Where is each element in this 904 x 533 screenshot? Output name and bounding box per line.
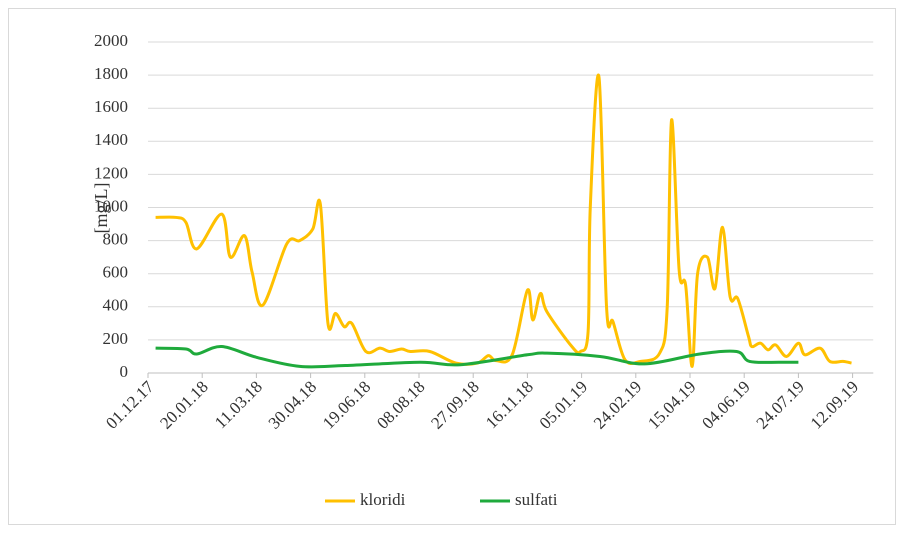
chart-frame: [8, 8, 896, 525]
legend-label: sulfati: [515, 490, 558, 509]
y-tick-label: 1600: [94, 97, 128, 116]
y-tick-label: 600: [103, 263, 129, 282]
line-series: [155, 345, 799, 369]
y-tick-label: 1200: [94, 163, 128, 182]
y-tick-label: 0: [120, 362, 129, 381]
legend: kloridi sulfati: [325, 490, 558, 509]
y-tick-label: 800: [103, 230, 129, 249]
y-tick-label: 1000: [94, 196, 128, 215]
y-tick-label: 400: [103, 296, 129, 315]
y-tick-label: 2000: [94, 31, 128, 50]
legend-label: kloridi: [360, 490, 406, 509]
y-tick-label: 1400: [94, 130, 128, 149]
line-series: [155, 73, 852, 368]
y-tick-label: 1800: [94, 64, 128, 83]
y-tick-label: 200: [103, 329, 129, 348]
y-axis-label: [mg/L]: [91, 183, 111, 234]
